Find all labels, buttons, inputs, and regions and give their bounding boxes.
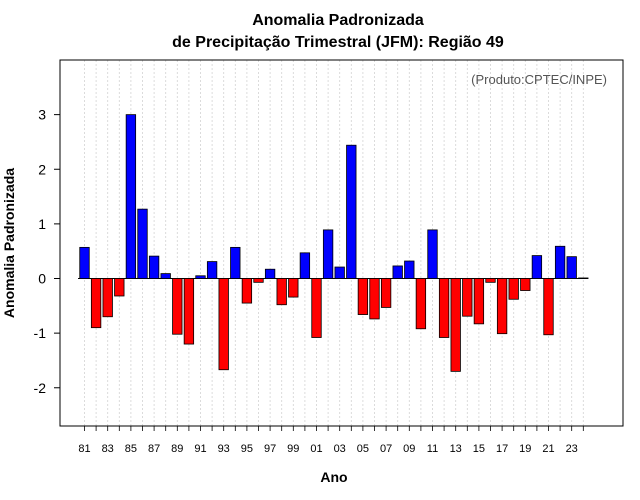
x-tick-label: 15 (473, 443, 485, 455)
bar-98 (276, 278, 287, 306)
x-tick-label: 97 (264, 443, 276, 455)
bar-23 (566, 256, 577, 279)
bar-03 (334, 266, 345, 279)
x-tick-label: 05 (357, 443, 369, 455)
y-tick-label: 2 (38, 161, 46, 177)
x-tick-label: 17 (496, 443, 508, 455)
bar-14 (462, 278, 473, 317)
plot-frame (59, 59, 624, 427)
y-tick-label: 0 (38, 271, 46, 287)
x-tick-label: 87 (148, 443, 160, 455)
bar-89 (172, 278, 183, 335)
bar-24 (578, 277, 589, 279)
x-tick-label: 03 (334, 443, 346, 455)
bar-19 (520, 278, 531, 291)
x-axis: 81 83 85 87 89 91 93 95 97 99 01 03 05 07 09 11 13 15 17 19… (78, 426, 584, 455)
x-axis-title: Ano (320, 469, 347, 485)
bar-20 (531, 255, 543, 279)
bar-22 (554, 245, 566, 279)
bar-09 (404, 260, 415, 279)
bar-83 (102, 278, 113, 318)
bar-93 (218, 278, 229, 371)
bar-04 (346, 144, 357, 279)
x-tick-label: 81 (78, 443, 90, 455)
bar-86 (137, 208, 148, 279)
bar-02 (322, 229, 334, 279)
bar-90 (183, 278, 195, 345)
bar-07 (380, 278, 392, 308)
x-tick-label: 93 (218, 443, 230, 455)
y-tick-label: 3 (38, 107, 46, 123)
x-tick-label: 99 (287, 443, 299, 455)
bar-12 (438, 278, 450, 338)
x-tick-label: 83 (102, 443, 114, 455)
bar-84 (114, 278, 125, 297)
x-tick-label: 23 (566, 443, 578, 455)
x-tick-label: 19 (519, 443, 531, 455)
bar-05 (357, 278, 369, 315)
bar-18 (508, 278, 519, 300)
x-tick-label: 21 (542, 443, 554, 455)
bar-16 (485, 278, 496, 283)
bar-82 (90, 278, 102, 329)
bar-88 (160, 273, 171, 279)
bar-15 (473, 278, 485, 325)
bar-11 (427, 229, 438, 279)
x-tick-label: 13 (450, 443, 462, 455)
bar-97 (264, 268, 276, 279)
x-tick-label: 09 (403, 443, 415, 455)
bar-96 (253, 278, 264, 283)
bar-06 (369, 278, 380, 320)
chart-title: Anomalia Padronizada (252, 12, 424, 29)
y-tick-label: -2 (34, 380, 47, 396)
bar-94 (230, 246, 241, 279)
x-tick-label: 85 (125, 443, 137, 455)
bar-87 (148, 255, 160, 279)
bar-92 (206, 261, 218, 279)
bar-17 (496, 278, 508, 335)
bar-91 (195, 275, 206, 279)
bar-13 (450, 278, 461, 372)
x-tick-label: 91 (194, 443, 206, 455)
y-axis-title: Anomalia Padronizada (1, 168, 17, 318)
bar-10 (415, 278, 427, 330)
x-tick-label: 11 (427, 443, 438, 455)
bar-85 (125, 114, 137, 279)
x-tick-label: 89 (171, 443, 183, 455)
x-tick-label: 95 (241, 443, 253, 455)
grid-lines (84, 60, 584, 426)
bar-21 (543, 278, 554, 336)
bars (79, 114, 589, 372)
bar-81 (79, 246, 90, 279)
bar-99 (288, 278, 299, 298)
bar-08 (392, 265, 403, 279)
y-tick-label: 1 (38, 216, 46, 232)
bar-95 (241, 278, 253, 304)
credit-label: (Produto:CPTEC/INPE) (471, 72, 607, 87)
bar-01 (311, 278, 322, 338)
x-tick-label: 07 (380, 443, 392, 455)
y-tick-label: -1 (34, 325, 47, 341)
y-axis: -2 -1 0 1 2 3 (34, 107, 60, 396)
x-tick-label: 01 (310, 443, 322, 455)
chart-subtitle: de Precipitação Trimestral (JFM): Região… (172, 34, 504, 51)
bar-00 (299, 252, 311, 279)
